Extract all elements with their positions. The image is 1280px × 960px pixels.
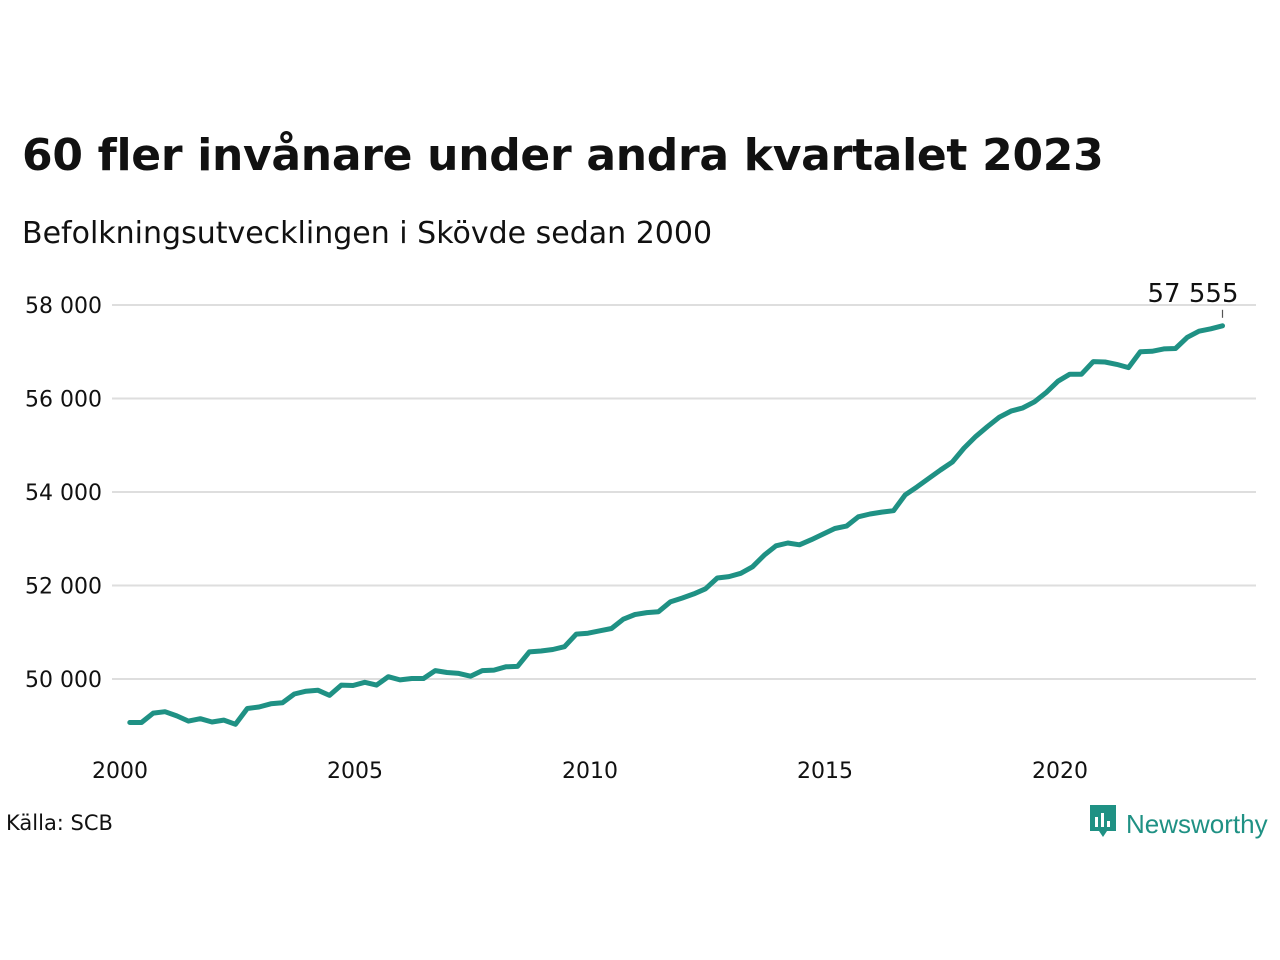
- x-tick-label: 2000: [92, 759, 148, 784]
- x-axis-ticks: 2000 2005 2010 2015 2020: [92, 759, 1088, 784]
- x-tick-label: 2005: [327, 759, 383, 784]
- chart-subtitle: Befolkningsutvecklingen i Skövde sedan 2…: [22, 216, 713, 251]
- grid-lines: [112, 304, 1256, 680]
- y-tick-label: 52 000: [25, 575, 102, 600]
- x-tick-label: 2020: [1032, 759, 1088, 784]
- y-tick-label: 56 000: [25, 388, 102, 413]
- newsworthy-logo-icon: [1088, 803, 1118, 845]
- y-tick-label: 50 000: [25, 668, 102, 693]
- source-note: Källa: SCB: [6, 811, 113, 835]
- x-tick-label: 2015: [797, 759, 853, 784]
- end-label-group: 57 555: [1148, 279, 1239, 318]
- brand-name: Newsworthy: [1126, 808, 1268, 839]
- brand-logo: Newsworthy: [1088, 803, 1268, 845]
- x-tick-label: 2010: [562, 759, 618, 784]
- y-tick-label: 58 000: [25, 294, 102, 319]
- series-line: [127, 323, 1225, 727]
- y-axis-ticks: 50 000 52 000 54 000 56 000 58 000: [25, 294, 102, 693]
- end-value-label: 57 555: [1148, 279, 1239, 309]
- chart-title: 60 fler invånare under andra kvartalet 2…: [22, 130, 1104, 181]
- y-tick-label: 54 000: [25, 481, 102, 506]
- series-line-group: [127, 323, 1225, 727]
